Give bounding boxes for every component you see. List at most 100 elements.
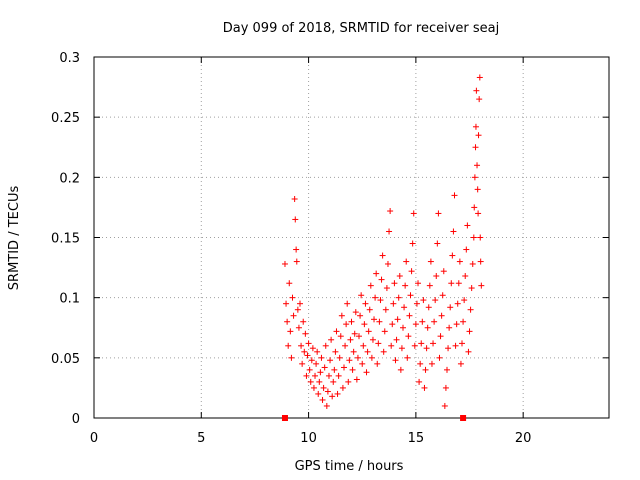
data-point	[360, 342, 367, 349]
data-point	[405, 333, 412, 340]
data-point	[358, 292, 365, 299]
data-point	[382, 306, 389, 313]
data-point	[432, 297, 439, 304]
data-point	[470, 234, 477, 241]
y-tick-label: 0.25	[51, 111, 80, 126]
data-point	[290, 312, 297, 319]
data-point	[337, 333, 344, 340]
data-point	[322, 342, 329, 349]
data-point	[409, 240, 416, 247]
data-point	[285, 342, 292, 349]
y-tick-labels: 0 0.05 0.1 0.15 0.2 0.25 0.3	[51, 51, 80, 427]
data-point	[473, 87, 480, 94]
data-point	[446, 324, 453, 331]
data-point	[312, 372, 319, 379]
data-point	[439, 292, 446, 299]
data-point	[386, 228, 393, 235]
data-point	[363, 369, 370, 376]
data-point	[304, 352, 311, 359]
data-point	[292, 216, 299, 223]
data-point	[425, 304, 432, 311]
data-point	[362, 300, 369, 307]
data-point	[316, 378, 323, 385]
data-point	[380, 348, 387, 355]
data-point	[471, 204, 478, 211]
data-point	[461, 297, 468, 304]
data-point	[426, 282, 433, 289]
data-point	[378, 276, 385, 283]
data-point	[393, 336, 400, 343]
data-point	[281, 260, 288, 267]
data-point	[328, 336, 335, 343]
data-point	[396, 273, 403, 280]
axis-marker	[460, 415, 467, 421]
data-point	[400, 324, 406, 331]
data-point	[402, 282, 409, 289]
data-point	[313, 360, 320, 367]
data-point	[397, 366, 404, 373]
data-point	[390, 300, 397, 307]
data-point	[359, 360, 366, 367]
data-point	[339, 384, 346, 391]
data-point	[381, 328, 388, 335]
data-point	[448, 280, 455, 287]
data-point	[441, 402, 448, 409]
data-point	[343, 321, 350, 328]
data-point	[327, 357, 334, 364]
data-point	[367, 282, 374, 289]
data-point	[422, 366, 429, 373]
data-point	[394, 316, 401, 323]
data-point	[455, 280, 462, 287]
data-point	[379, 252, 386, 259]
data-point	[452, 342, 459, 349]
data-point	[377, 297, 384, 304]
data-point	[320, 384, 327, 391]
data-point	[294, 306, 301, 313]
data-point	[342, 342, 349, 349]
data-point	[428, 360, 435, 367]
data-point	[345, 378, 352, 385]
x-tick-labels: 0 5 10 15 20	[90, 431, 532, 446]
data-point	[443, 366, 450, 373]
data-point	[299, 360, 306, 367]
data-point	[436, 354, 443, 361]
data-point	[477, 234, 484, 241]
data-point	[324, 388, 331, 395]
data-point	[365, 328, 372, 335]
data-point	[293, 258, 300, 265]
data-point	[361, 321, 368, 328]
data-point	[424, 324, 431, 331]
data-point	[323, 402, 330, 409]
data-point	[469, 260, 476, 267]
plot-frame	[93, 56, 610, 419]
x-tick-label: 20	[515, 431, 532, 446]
data-point	[468, 285, 475, 292]
data-point	[419, 318, 426, 325]
data-point	[406, 312, 413, 319]
data-point	[348, 318, 355, 325]
data-point	[476, 96, 483, 103]
data-point	[301, 348, 308, 355]
data-point	[353, 376, 360, 383]
data-point	[412, 321, 419, 328]
data-point	[456, 258, 463, 265]
data-point	[416, 378, 423, 385]
data-point	[383, 285, 390, 292]
data-point	[459, 340, 466, 347]
data-point	[408, 268, 415, 275]
data-point	[421, 384, 428, 391]
data-point	[284, 318, 291, 325]
data-point	[369, 336, 376, 343]
data-point	[373, 270, 380, 277]
data-point	[411, 342, 418, 349]
data-point	[433, 273, 440, 280]
data-point	[472, 123, 479, 130]
data-point	[391, 280, 398, 287]
data-point	[321, 364, 328, 371]
data-point	[462, 273, 469, 280]
data-point	[356, 333, 363, 340]
data-point	[431, 318, 438, 325]
data-point	[451, 192, 458, 199]
data-point	[438, 312, 445, 319]
data-point	[467, 306, 474, 313]
